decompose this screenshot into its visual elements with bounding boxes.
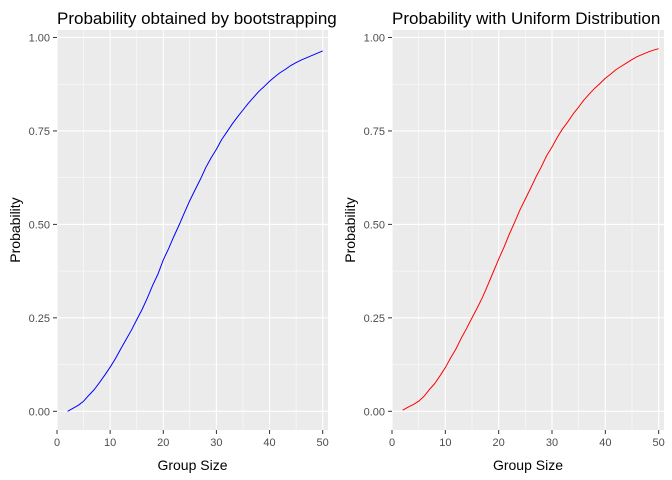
x-tick-label: 50 [317,437,329,449]
axes: 0 10 20 30 40 50 0.00 0.25 0.50 0.75 1.00 [364,32,665,449]
chart-panel-bootstrapping: Probability obtained by bootstrapping 0 1… [7,9,337,473]
y-tick-label: 0.50 [29,219,50,231]
x-tick-label: 20 [157,437,169,449]
y-tick-label: 0.50 [364,219,385,231]
y-tick-label: 0.75 [29,126,50,138]
x-tick-label: 0 [389,437,395,449]
chart-title: Probability obtained by bootstrapping [57,9,337,28]
x-tick-label: 0 [54,437,60,449]
y-tick-label: 0.25 [29,313,50,325]
series-line [67,50,323,412]
x-tick-label: 10 [104,437,116,449]
y-tick-label: 0.00 [29,406,50,418]
y-tick-label: 1.00 [364,32,385,44]
plot-background [57,30,328,430]
y-tick-label: 0.75 [364,126,385,138]
x-tick-label: 10 [439,437,451,449]
x-axis-title: Group Size [493,457,563,473]
chart-title: Probability with Uniform Distribution [392,9,660,28]
x-tick-label: 50 [653,437,665,449]
x-tick-label: 30 [210,437,222,449]
y-axis-title: Probability [342,197,358,262]
series-layer [67,50,323,412]
axes: 0 10 20 30 40 50 0.00 0.25 0.50 0.75 1.00 [29,32,329,449]
y-axis-title: Probability [7,197,23,262]
grid-lines [391,30,664,430]
series-line [402,48,659,411]
x-tick-label: 40 [599,437,611,449]
x-axis-title: Group Size [157,457,227,473]
y-tick-label: 1.00 [29,32,50,44]
y-tick-label: 0.00 [364,406,385,418]
x-tick-label: 20 [493,437,505,449]
plot-background [392,30,664,430]
grid-lines [56,30,328,430]
y-tick-label: 0.25 [364,313,385,325]
x-tick-label: 30 [546,437,558,449]
chart-panel-uniform: Probability with Uniform Distribution 0 1… [342,9,665,473]
series-layer [402,48,659,411]
x-tick-label: 40 [263,437,275,449]
